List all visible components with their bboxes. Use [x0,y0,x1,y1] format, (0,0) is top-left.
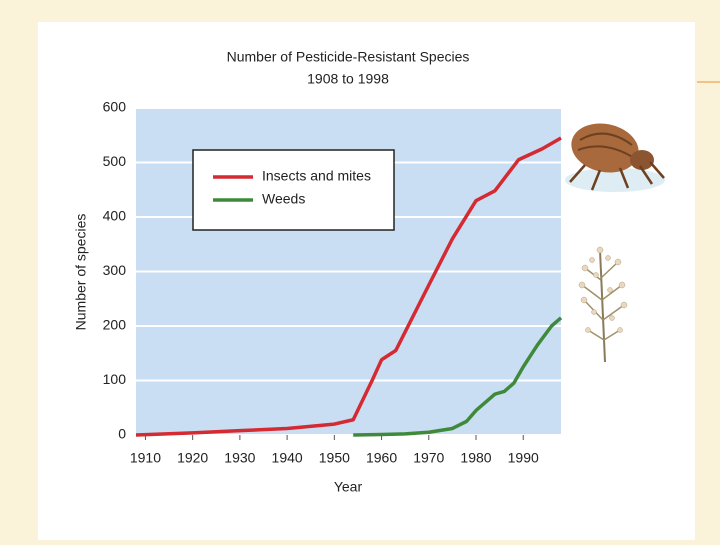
chart-title: Number of Pesticide-Resistant Species [227,49,470,65]
y-tick-label: 300 [103,262,127,278]
x-tick-label: 1910 [130,450,161,466]
y-tick-label: 600 [103,99,127,115]
y-tick-label: 0 [118,426,126,442]
legend: Insects and mites Weeds [192,149,395,231]
x-tick-label: 1940 [272,450,303,466]
x-tick-label: 1930 [224,450,255,466]
legend-label: Weeds [262,191,305,207]
y-tick-label: 500 [103,153,127,169]
y-axis-label: Number of species [73,214,89,331]
chart-subtitle: 1908 to 1998 [307,71,389,87]
y-tick-label: 200 [103,317,127,333]
x-tick-label: 1920 [177,450,208,466]
plant-illustration [578,246,628,363]
x-tick-label: 1990 [508,450,539,466]
beetle-illustration [565,123,665,192]
x-axis-label: Year [334,479,363,495]
x-tick-label: 1980 [460,450,491,466]
lines [135,136,563,437]
series-line [353,316,563,437]
series-line [135,136,562,437]
y-tick-label: 100 [103,371,127,387]
x-tick-label: 1970 [413,450,444,466]
x-tick-label: 1950 [319,450,350,466]
y-tick-label: 400 [103,208,127,224]
legend-label: Insects and mites [262,168,371,184]
legend-box [192,149,395,231]
x-tick-label: 1960 [366,450,397,466]
